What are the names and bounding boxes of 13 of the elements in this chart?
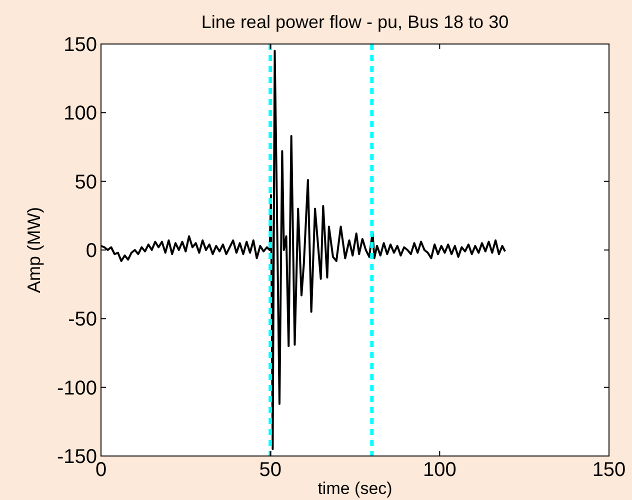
x-tick-label: 50 — [259, 459, 282, 481]
y-tick-label: -150 — [56, 446, 97, 468]
y-axis-title: Amp (MW) — [24, 207, 44, 293]
y-tick-label: 50 — [74, 171, 97, 194]
y-tick-label: 100 — [64, 102, 97, 125]
y-tick-label: 150 — [64, 34, 97, 56]
chart-title: Line real power flow - pu, Bus 18 to 30 — [201, 12, 509, 32]
x-tick-label: 100 — [422, 459, 456, 481]
y-tick-label: -50 — [68, 308, 97, 331]
y-tick-label: -100 — [56, 377, 97, 400]
x-axis-title: time (sec) — [318, 479, 392, 498]
y-tick-label: 0 — [86, 240, 97, 262]
x-tick-label: 150 — [592, 459, 626, 481]
